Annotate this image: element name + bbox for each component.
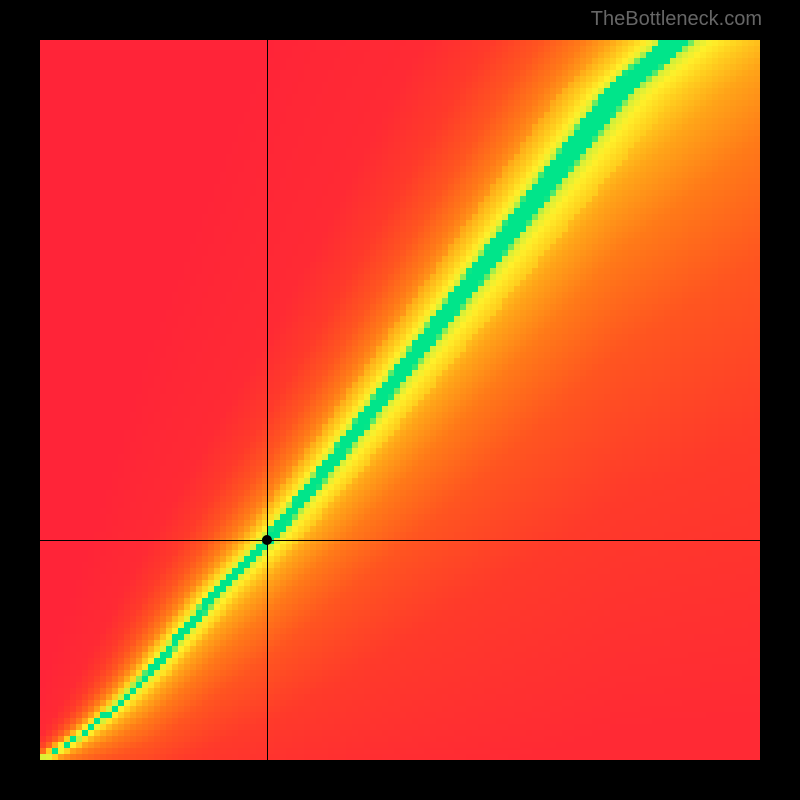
heatmap-plot — [40, 40, 760, 760]
marker-dot — [262, 535, 272, 545]
crosshair-horizontal — [40, 540, 760, 541]
heatmap-canvas — [40, 40, 760, 760]
crosshair-vertical — [267, 40, 268, 760]
watermark-text: TheBottleneck.com — [591, 8, 762, 31]
